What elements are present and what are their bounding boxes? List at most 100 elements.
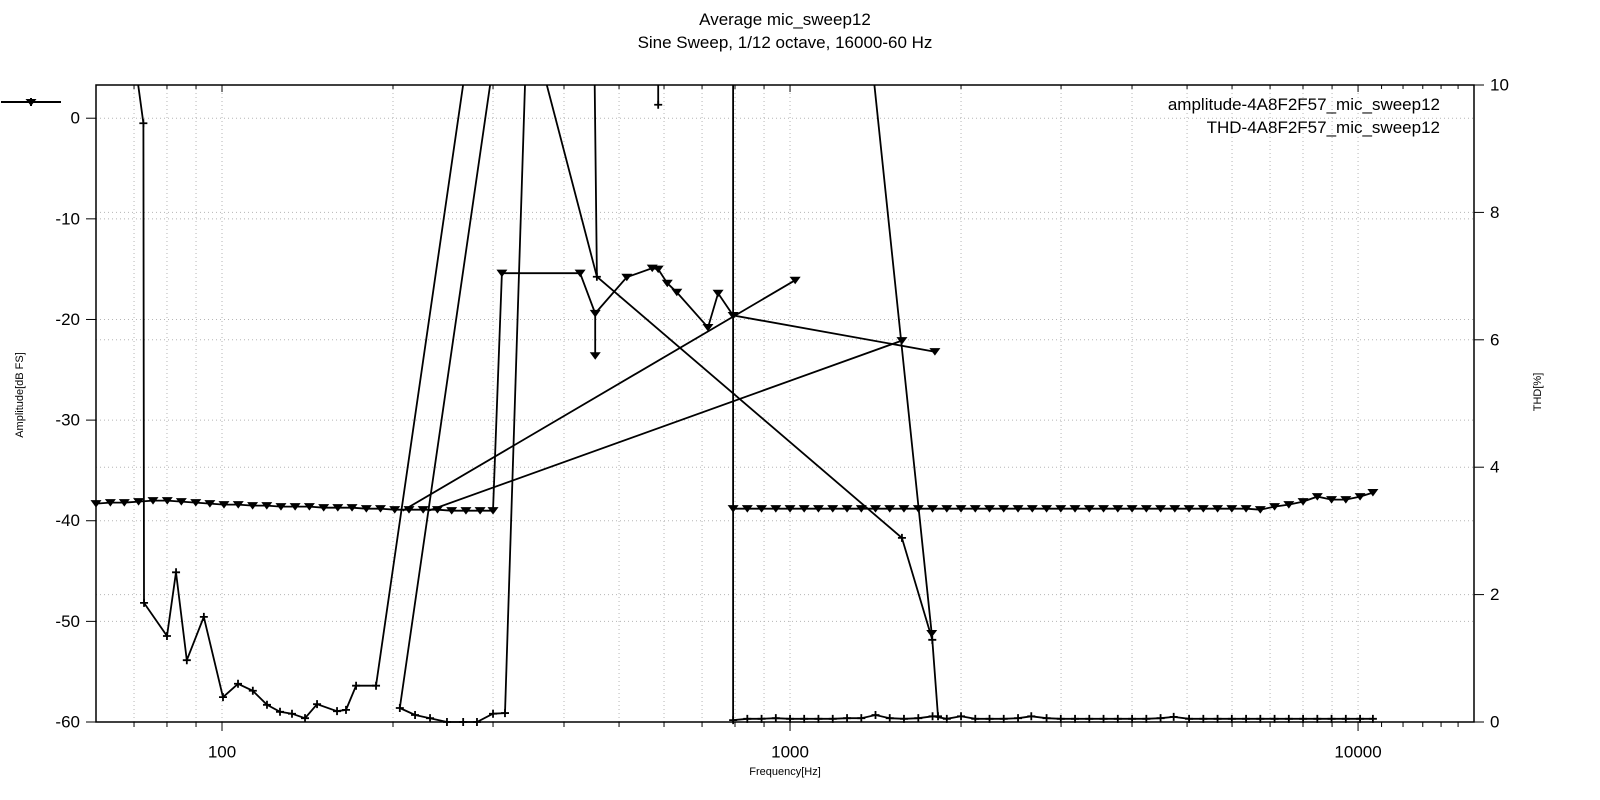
plus-marker	[957, 712, 966, 721]
plus-marker	[1299, 714, 1308, 723]
triangle-down-marker	[1283, 501, 1295, 509]
plus-marker	[899, 714, 908, 723]
triangle-down-marker	[460, 507, 472, 515]
triangle-down-marker	[417, 506, 429, 514]
triangle-down-marker	[247, 502, 259, 510]
triangle-down-marker	[998, 505, 1010, 513]
plus-marker	[985, 714, 994, 723]
plus-marker	[442, 718, 451, 726]
thd-line	[504, 84, 526, 714]
triangle-down-marker	[1098, 505, 1110, 513]
triangle-down-marker	[1055, 505, 1067, 513]
triangle-down-marker	[190, 499, 202, 507]
triangle-down-marker	[1340, 496, 1352, 504]
y-left-tick-label: -10	[55, 209, 80, 228]
triangle-down-marker	[789, 276, 801, 285]
triangle-down-marker	[318, 504, 330, 512]
triangle-down-marker	[984, 505, 996, 513]
plus-marker	[1169, 712, 1178, 721]
thd-series	[137, 84, 1377, 726]
plus-marker	[262, 700, 271, 709]
triangle-down-marker	[90, 500, 102, 508]
plus-marker	[1270, 714, 1279, 723]
triangle-down-marker	[147, 497, 159, 505]
triangle-down-marker	[855, 505, 867, 513]
plus-marker	[843, 714, 852, 723]
legend-entry-amplitude: amplitude-4A8F2F57_mic_sweep12	[1, 94, 1452, 116]
plus-marker	[814, 714, 823, 723]
amplitude-line	[492, 272, 597, 511]
triangle-down-marker	[926, 629, 938, 638]
plus-marker	[928, 712, 937, 721]
triangle-down-marker	[1126, 505, 1138, 513]
triangle-down-marker	[1012, 505, 1024, 513]
triangle-down-marker	[969, 505, 981, 513]
triangle-down-marker	[1083, 505, 1095, 513]
plus-marker	[1242, 714, 1251, 723]
plus-marker	[1368, 714, 1377, 723]
triangle-down-marker	[621, 273, 633, 282]
plus-marker	[786, 714, 795, 723]
triangle-down-marker	[446, 507, 458, 515]
plus-marker	[1085, 714, 1094, 723]
triangle-down-marker	[360, 505, 372, 513]
amplitude-line	[733, 491, 1374, 511]
y-right-tick-label: 6	[1490, 330, 1499, 349]
triangle-down-marker	[1026, 505, 1038, 513]
triangle-down-marker	[1069, 505, 1081, 513]
plus-marker	[489, 709, 498, 718]
triangle-down-marker	[1326, 496, 1338, 504]
plus-marker	[871, 710, 880, 719]
triangle-down-marker	[104, 499, 116, 507]
triangle-down-marker	[332, 504, 344, 512]
plus-marker	[218, 693, 227, 702]
legend: amplitude-4A8F2F57_mic_sweep12 THD-4A8F2…	[0, 94, 1452, 139]
plus-marker	[654, 100, 663, 109]
triangle-down-marker	[275, 503, 287, 511]
plus-marker	[352, 681, 361, 690]
plus-marker	[1099, 714, 1108, 723]
plus-marker	[1313, 714, 1322, 723]
amplitude-line	[402, 279, 796, 512]
plus-marker	[1142, 714, 1151, 723]
plus-marker	[1341, 714, 1350, 723]
chart-title-line1: Average mic_sweep12	[699, 10, 871, 29]
triangle-down-marker	[929, 348, 941, 356]
thd-line	[137, 84, 464, 720]
plus-marker	[828, 714, 837, 723]
plus-marker	[897, 533, 906, 542]
plus-marker	[1027, 712, 1036, 721]
legend-entry-thd: THD-4A8F2F57_mic_sweep12	[1, 98, 1452, 139]
plus-marker	[885, 714, 894, 723]
triangle-down-marker	[1254, 506, 1266, 514]
plus-marker	[287, 709, 296, 718]
y-left-tick-label: -60	[55, 713, 80, 732]
y-left-tick-label: -30	[55, 411, 80, 430]
plus-marker	[1185, 714, 1194, 723]
triangle-down-marker	[133, 498, 145, 506]
triangle-down-marker	[1269, 503, 1281, 511]
triangle-down-marker	[652, 265, 664, 274]
thd-line	[733, 714, 1373, 721]
plus-marker	[1113, 714, 1122, 723]
y-axis-label: Amplitude[dB FS]	[14, 352, 26, 438]
thd-line	[398, 84, 491, 709]
triangle-down-marker	[218, 501, 230, 509]
legend-sample-thd-line	[1, 98, 61, 106]
triangle-down-marker	[574, 269, 586, 278]
amplitude-series	[90, 84, 1379, 638]
triangle-down-marker	[232, 501, 244, 509]
triangle-down-marker	[1112, 505, 1124, 513]
plus-marker	[341, 705, 350, 714]
plus-marker	[1284, 714, 1293, 723]
y-right-tick-label: 0	[1490, 713, 1499, 732]
plus-marker	[800, 714, 809, 723]
plus-marker	[199, 612, 208, 621]
triangle-down-marker	[912, 505, 924, 513]
plus-marker	[1128, 714, 1137, 723]
y-left-tick-label: 0	[71, 109, 80, 128]
plus-marker	[426, 714, 435, 723]
plus-marker	[757, 714, 766, 723]
